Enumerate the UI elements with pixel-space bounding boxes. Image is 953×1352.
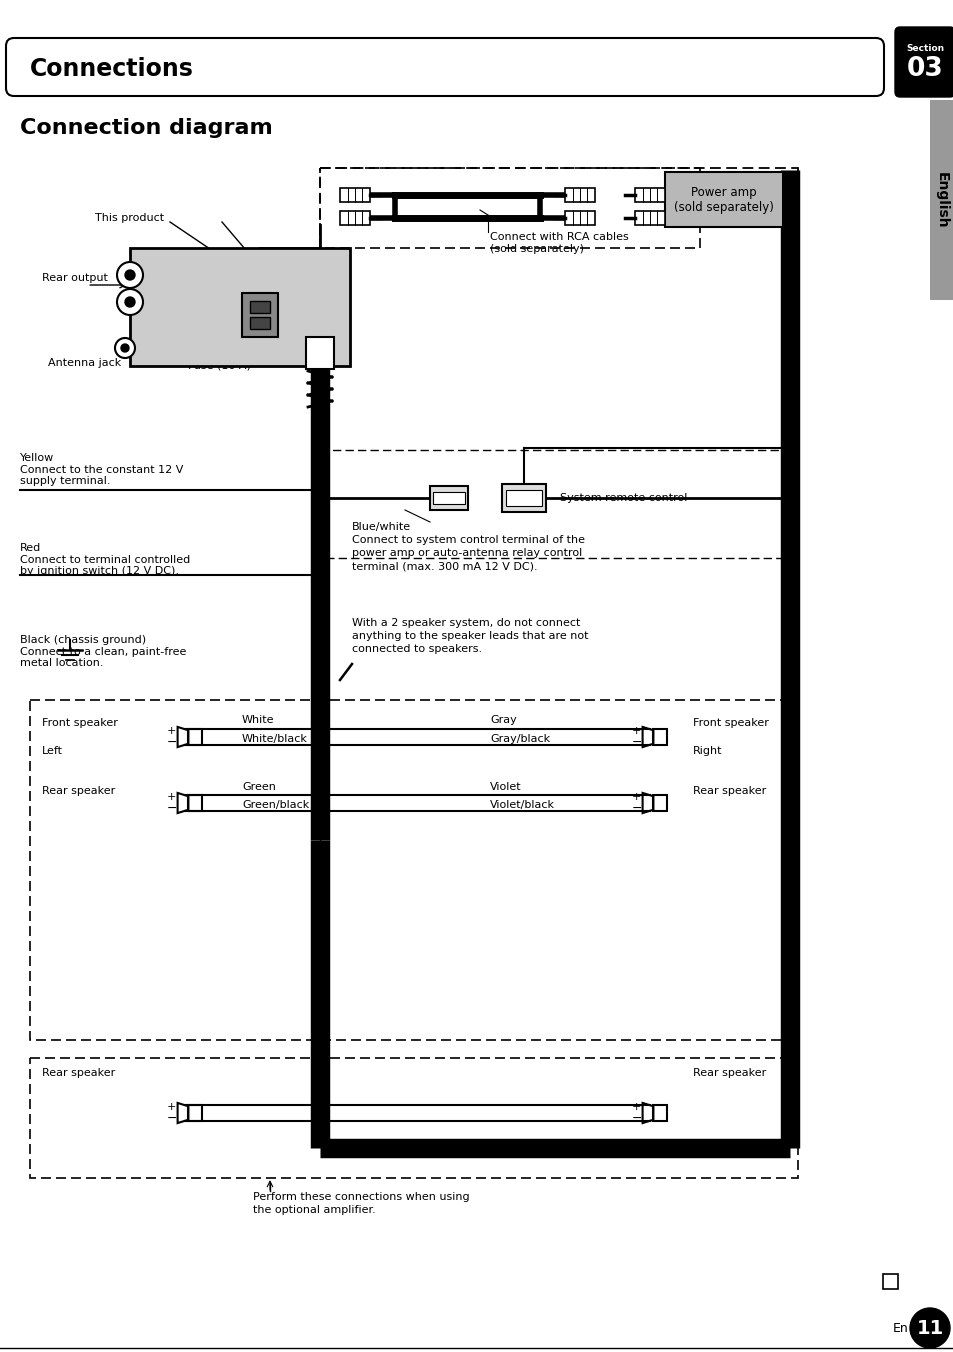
Bar bbox=[30, 700, 797, 1040]
Circle shape bbox=[115, 338, 135, 358]
Bar bbox=[430, 485, 468, 510]
Text: With a 2 speaker system, do not connect
anything to the speaker leads that are n: With a 2 speaker system, do not connect … bbox=[352, 618, 588, 654]
Text: This product: This product bbox=[95, 214, 164, 223]
FancyBboxPatch shape bbox=[6, 38, 883, 96]
Bar bbox=[319, 450, 797, 558]
Text: Rear output: Rear output bbox=[42, 273, 108, 283]
Bar bbox=[250, 301, 270, 314]
Text: +: + bbox=[631, 1102, 640, 1113]
Text: −: − bbox=[631, 737, 641, 749]
Circle shape bbox=[121, 343, 129, 352]
Text: −: − bbox=[166, 1113, 176, 1125]
Bar bbox=[564, 211, 595, 224]
Text: +: + bbox=[167, 726, 176, 735]
Text: +: + bbox=[167, 1102, 176, 1113]
Text: Yellow
Connect to the constant 12 V
supply terminal.: Yellow Connect to the constant 12 V supp… bbox=[20, 453, 183, 487]
Bar bbox=[882, 1274, 897, 1288]
Text: 03: 03 bbox=[905, 55, 943, 82]
Text: +: + bbox=[631, 726, 640, 735]
Circle shape bbox=[125, 270, 135, 280]
Text: −: − bbox=[631, 1113, 641, 1125]
Text: Black (chassis ground)
Connect to a clean, paint-free
metal location.: Black (chassis ground) Connect to a clea… bbox=[20, 635, 186, 668]
Text: −: − bbox=[631, 802, 641, 815]
Circle shape bbox=[117, 262, 143, 288]
Text: −: − bbox=[166, 737, 176, 749]
Text: Perform these connections when using
the optional amplifier.: Perform these connections when using the… bbox=[253, 1192, 469, 1215]
Text: Blue/white
Connect to system control terminal of the
power amp or auto-antenna r: Blue/white Connect to system control ter… bbox=[352, 522, 584, 572]
Text: English: English bbox=[934, 172, 948, 228]
Bar bbox=[635, 211, 664, 224]
Bar bbox=[635, 188, 664, 201]
Text: Antenna jack: Antenna jack bbox=[48, 358, 121, 368]
Text: En: En bbox=[892, 1321, 908, 1334]
Text: +: + bbox=[631, 792, 640, 802]
Bar bbox=[433, 492, 464, 504]
Text: Green/black: Green/black bbox=[242, 800, 309, 810]
Text: +: + bbox=[167, 792, 176, 802]
Bar bbox=[319, 168, 797, 1146]
Text: Gray/black: Gray/black bbox=[490, 734, 550, 744]
Text: Gray: Gray bbox=[490, 715, 517, 725]
Bar bbox=[319, 168, 700, 247]
Text: Power amp
(sold separately): Power amp (sold separately) bbox=[674, 187, 773, 214]
Circle shape bbox=[909, 1307, 949, 1348]
Bar bbox=[564, 188, 595, 201]
Bar bbox=[929, 100, 953, 300]
Text: Violet: Violet bbox=[490, 781, 521, 792]
Text: Rear speaker: Rear speaker bbox=[692, 1068, 765, 1078]
Text: System remote control: System remote control bbox=[559, 493, 687, 503]
FancyBboxPatch shape bbox=[894, 27, 953, 97]
Bar bbox=[188, 729, 201, 745]
Text: −: − bbox=[166, 802, 176, 815]
FancyBboxPatch shape bbox=[664, 172, 782, 227]
Bar bbox=[505, 489, 541, 506]
Text: Right: Right bbox=[692, 746, 721, 756]
Text: Red
Connect to terminal controlled
by ignition switch (12 V DC).: Red Connect to terminal controlled by ig… bbox=[20, 544, 190, 576]
Bar bbox=[653, 729, 666, 745]
Bar bbox=[653, 795, 666, 811]
Text: Front speaker: Front speaker bbox=[692, 718, 768, 727]
Text: Green: Green bbox=[242, 781, 275, 792]
Bar bbox=[501, 484, 545, 512]
Bar bbox=[130, 247, 350, 366]
Bar bbox=[30, 1059, 797, 1178]
Bar bbox=[250, 316, 270, 329]
Text: Front speaker: Front speaker bbox=[42, 718, 118, 727]
Text: Rear speaker: Rear speaker bbox=[692, 786, 765, 796]
Bar bbox=[653, 1105, 666, 1121]
Bar bbox=[188, 795, 201, 811]
Bar bbox=[306, 337, 334, 369]
Circle shape bbox=[125, 297, 135, 307]
Text: 11: 11 bbox=[916, 1318, 943, 1337]
Text: White: White bbox=[242, 715, 274, 725]
Text: White/black: White/black bbox=[242, 734, 308, 744]
Text: Connect with RCA cables
(sold separately): Connect with RCA cables (sold separately… bbox=[490, 233, 628, 254]
Text: Rear speaker: Rear speaker bbox=[42, 786, 115, 796]
Bar bbox=[188, 1105, 201, 1121]
Text: Fuse (10 A): Fuse (10 A) bbox=[188, 360, 251, 370]
Circle shape bbox=[117, 289, 143, 315]
Text: Connection diagram: Connection diagram bbox=[20, 118, 273, 138]
Bar bbox=[339, 188, 370, 201]
Text: Rear speaker: Rear speaker bbox=[42, 1068, 115, 1078]
Text: Section: Section bbox=[905, 45, 943, 53]
Text: Violet/black: Violet/black bbox=[490, 800, 555, 810]
Bar bbox=[242, 293, 277, 337]
Text: Connections: Connections bbox=[30, 57, 193, 81]
Bar bbox=[339, 211, 370, 224]
Text: Left: Left bbox=[42, 746, 63, 756]
